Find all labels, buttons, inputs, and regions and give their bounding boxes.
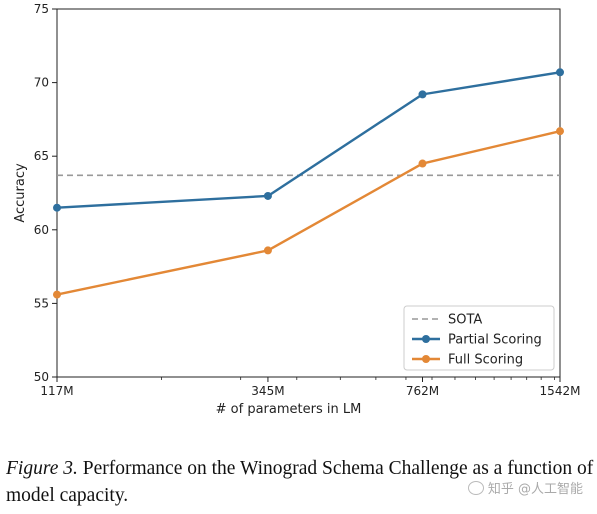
legend-label-full-scoring: Full Scoring (448, 353, 523, 368)
plot-frame (56, 8, 561, 378)
full-scoring-point (53, 290, 61, 299)
y-tick-label: 75 (34, 2, 49, 16)
caption-lead: Figure 3. (6, 458, 78, 479)
legend-label-sota: SOTA (448, 313, 482, 328)
full-scoring-line (56, 130, 561, 296)
full-scoring-point (418, 159, 427, 168)
full-scoring-point (556, 127, 564, 136)
series-layer (53, 68, 564, 299)
legend-label-partial-scoring: Partial Scoring (448, 333, 542, 348)
x-axis-title: # of parameters in LM (216, 402, 362, 417)
x-tick-label: 762M (406, 384, 439, 398)
x-tick-label: 1542M (540, 384, 581, 398)
legend-marker-full-scoring (422, 355, 430, 363)
wechat-icon (467, 480, 484, 495)
full-scoring-point (263, 246, 272, 255)
legend: SOTA Partial Scoring Full Scoring (403, 305, 555, 371)
partial-scoring-point (418, 90, 427, 99)
y-tick-label: 65 (34, 149, 49, 163)
watermark-text: 知乎 @人工智能 (487, 482, 583, 497)
chart: 50 55 60 65 70 75 117M 345M 762M 1542M # of parame… (13, 2, 580, 417)
partial-scoring-line (56, 71, 561, 209)
partial-scoring-point (263, 191, 272, 200)
y-tick-label: 70 (34, 76, 49, 90)
x-tick-label: 117M (40, 384, 73, 398)
legend-marker-partial-scoring (422, 335, 430, 343)
y-tick-label: 60 (34, 223, 49, 237)
y-tick-label: 50 (34, 370, 49, 384)
legend-box (403, 305, 555, 371)
y-tick-label: 55 (34, 296, 49, 310)
watermark: 知乎 @人工智能 (467, 478, 583, 497)
x-tick-label: 345M (251, 384, 284, 398)
partial-scoring-point (556, 68, 564, 77)
caption-text: Performance on the Winograd Schema Chall… (6, 458, 594, 506)
figure-caption: Figure 3. Performance on the Winograd Sc… (6, 455, 594, 509)
y-axis-title: Accuracy (13, 163, 28, 223)
partial-scoring-point (53, 203, 61, 212)
axes: 50 55 60 65 70 75 117M 345M 762M 1542M # of parame… (13, 2, 580, 417)
